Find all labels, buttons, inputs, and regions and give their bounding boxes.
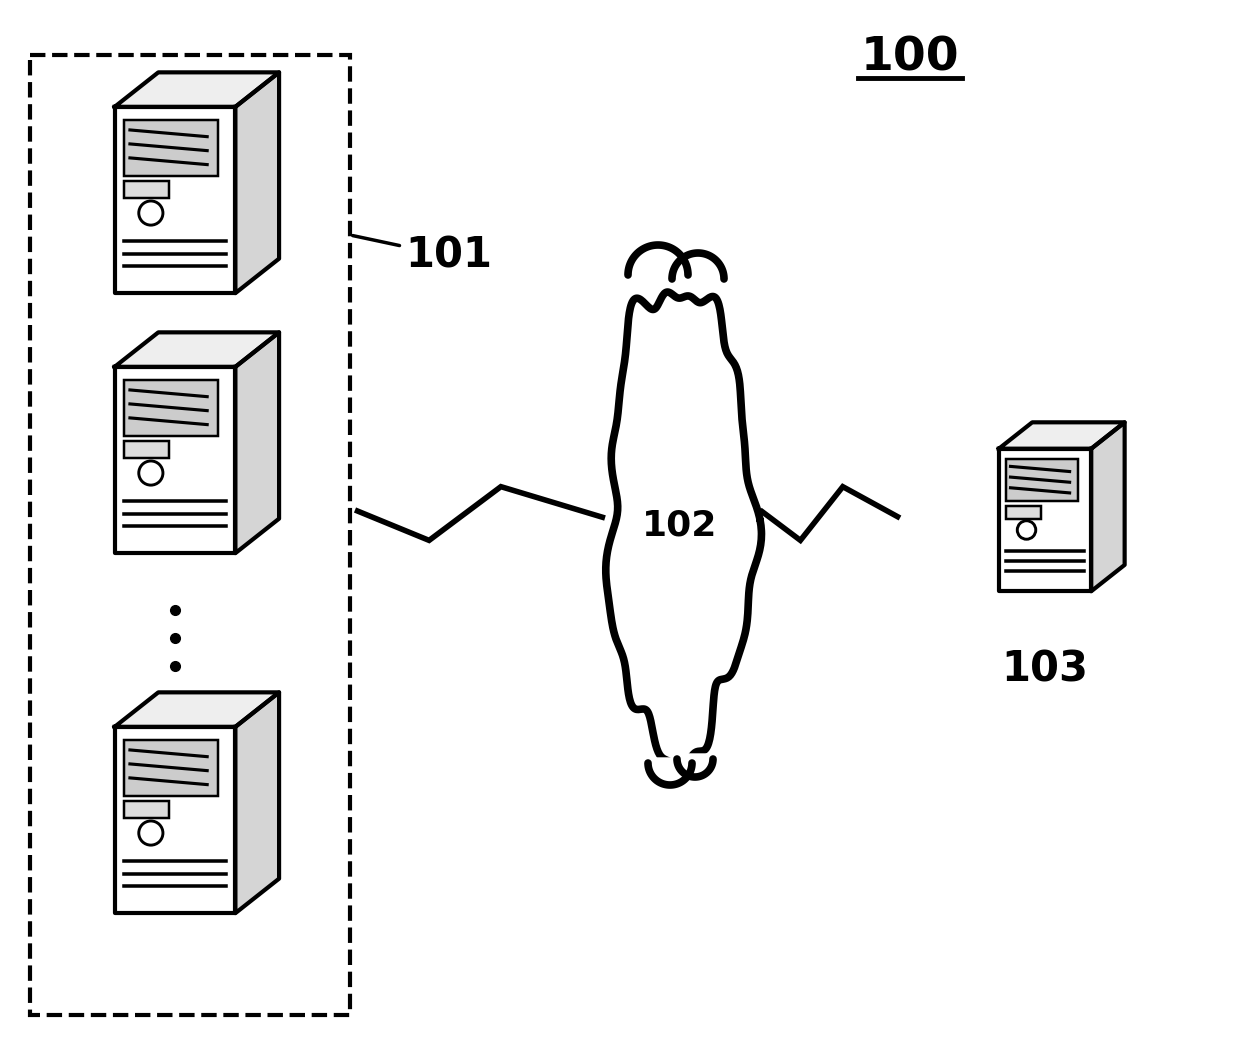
Bar (124, 380, 218, 436)
Circle shape (139, 461, 162, 485)
Text: 103: 103 (1002, 649, 1089, 691)
Polygon shape (114, 73, 279, 107)
Bar (124, 802, 170, 818)
Circle shape (1017, 521, 1035, 539)
Polygon shape (114, 727, 236, 914)
Polygon shape (627, 245, 688, 280)
Polygon shape (672, 253, 724, 284)
Bar (30, 55, 350, 1015)
Bar (1006, 505, 1040, 519)
Polygon shape (236, 692, 279, 914)
Text: 101: 101 (352, 235, 492, 277)
Bar (124, 740, 218, 795)
Polygon shape (114, 332, 279, 367)
Polygon shape (114, 692, 279, 727)
Polygon shape (606, 292, 761, 768)
Text: 100: 100 (861, 36, 960, 80)
Circle shape (139, 821, 162, 845)
Polygon shape (236, 332, 279, 553)
Polygon shape (998, 448, 1091, 591)
Text: 102: 102 (642, 509, 718, 542)
Polygon shape (677, 754, 713, 776)
Bar (1006, 459, 1079, 501)
Polygon shape (114, 367, 236, 553)
Bar (124, 441, 170, 458)
Polygon shape (1091, 422, 1125, 591)
Polygon shape (114, 107, 236, 293)
Bar (124, 181, 170, 198)
Polygon shape (649, 757, 692, 785)
Polygon shape (998, 422, 1125, 448)
Bar (124, 120, 218, 176)
Circle shape (139, 200, 162, 225)
Polygon shape (236, 73, 279, 293)
